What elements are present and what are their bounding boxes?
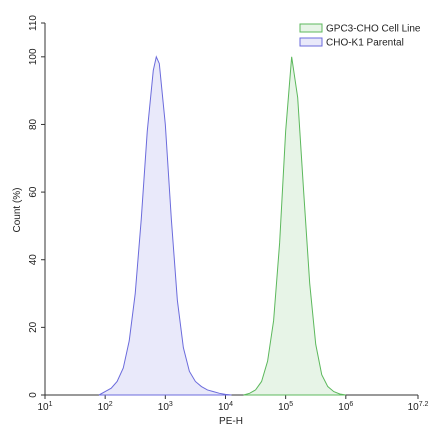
legend-swatch (299, 37, 323, 47)
x-tick-exp: 1 (49, 401, 53, 408)
y-axis-label: Count (%) (12, 187, 23, 232)
x-tick-base: 10 (158, 402, 170, 413)
y-tick-label: 60 (28, 186, 39, 198)
x-axis-label: PE-H (219, 416, 243, 427)
histogram-curve (243, 56, 346, 396)
x-tick-label: 107.2 (408, 401, 429, 413)
histogram-curve (98, 55, 232, 396)
y-tick-label: 40 (28, 254, 39, 266)
x-tick-label: 104 (218, 401, 233, 413)
legend-label: CHO-K1 Parental (326, 38, 404, 49)
legend-label: GPC3-CHO Cell Line (326, 24, 421, 35)
y-tick-label: 100 (28, 48, 39, 65)
x-tick-exp: 3 (169, 401, 173, 408)
x-tick-label: 105 (278, 401, 293, 413)
y-tick-label: 110 (28, 15, 39, 31)
x-tick-base: 10 (278, 402, 290, 413)
x-tick-base: 10 (37, 402, 49, 413)
legend-swatch (299, 23, 323, 33)
x-tick-label: 101 (37, 401, 52, 413)
x-tick-exp: 4 (229, 401, 233, 408)
x-tick-label: 106 (338, 401, 353, 413)
y-tick-label: 0 (28, 392, 39, 398)
y-tick-label: 80 (28, 118, 39, 130)
x-tick-exp: 7.2 (419, 401, 429, 408)
x-tick-base: 10 (338, 402, 350, 413)
x-tick-exp: 6 (349, 401, 353, 408)
x-tick-label: 103 (158, 401, 173, 413)
x-tick-label: 102 (98, 401, 113, 413)
x-tick-base: 10 (98, 402, 110, 413)
x-tick-exp: 2 (109, 401, 113, 408)
x-tick-exp: 5 (289, 401, 293, 408)
y-tick-label: 20 (28, 321, 39, 333)
x-tick-base: 10 (408, 402, 420, 413)
x-tick-base: 10 (218, 402, 230, 413)
